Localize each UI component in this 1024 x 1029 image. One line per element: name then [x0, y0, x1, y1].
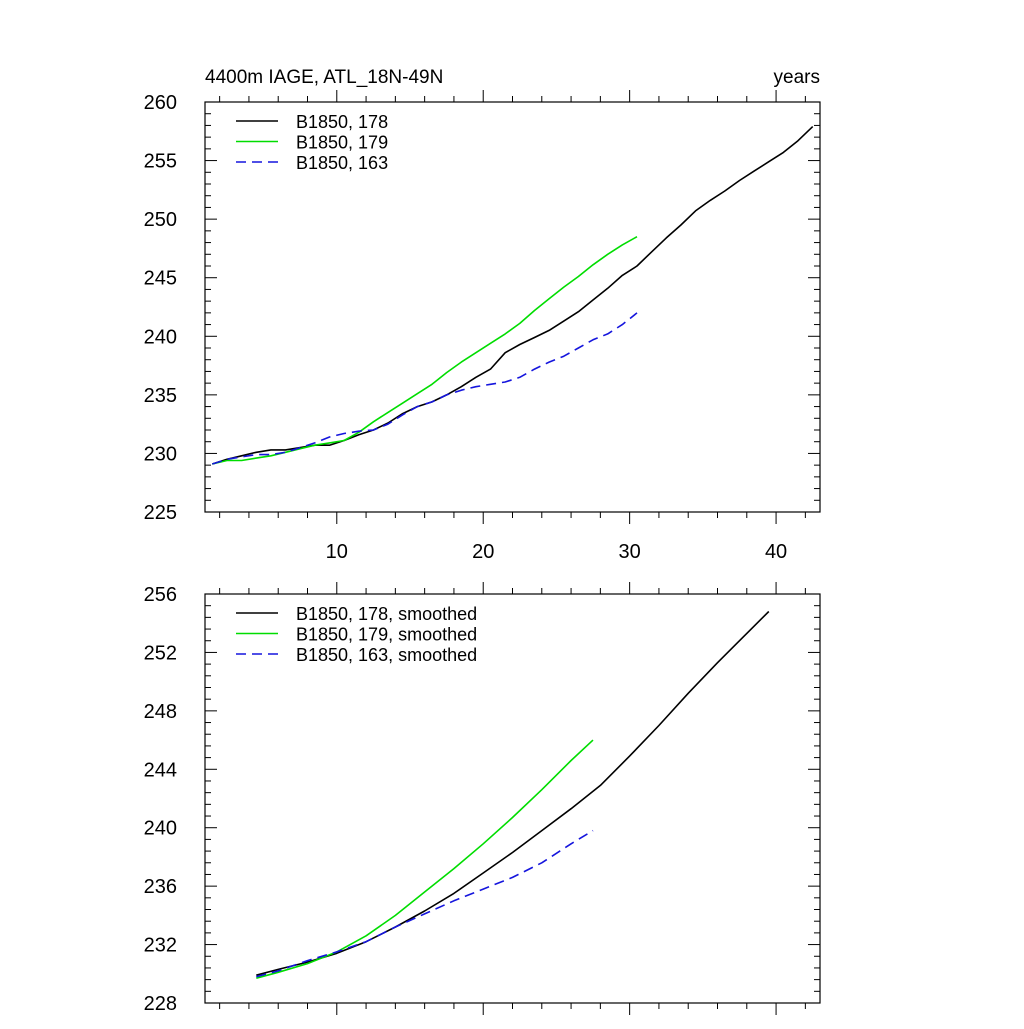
legend-label-3: B1850, 163	[296, 153, 388, 173]
legend-label-1: B1850, 178, smoothed	[296, 604, 477, 624]
y-tick-label: 236	[144, 876, 177, 898]
y-tick-label: 225	[144, 502, 177, 524]
y-tick-label: 232	[144, 935, 177, 957]
y-tick-label: 240	[144, 818, 177, 840]
y-tick-label: 230	[144, 443, 177, 465]
series-line-1	[256, 610, 770, 976]
y-tick-label: 244	[144, 759, 177, 781]
x-tick-label: 40	[765, 541, 787, 563]
legend-label-3: B1850, 163, smoothed	[296, 645, 477, 665]
series-line-2	[212, 236, 638, 465]
y-tick-label: 256	[144, 584, 177, 606]
y-tick-label: 250	[144, 209, 177, 231]
chart-title: 4400m IAGE, ATL_18N-49N	[205, 67, 443, 88]
top-chart-panel: 225 230 235 240 245 250 255 260 10 20 30 40 4400m IA…	[144, 67, 821, 563]
y-tick-label: 240	[144, 326, 177, 348]
series-line-3	[212, 312, 638, 465]
y-tick-label: 228	[144, 993, 177, 1015]
x-tick-label: 10	[326, 541, 348, 563]
series-line-2	[256, 739, 594, 979]
y-tick-label: 248	[144, 701, 177, 723]
y-tick-label: 255	[144, 151, 177, 173]
legend-label-2: B1850, 179	[296, 133, 388, 153]
legend-label-1: B1850, 178	[296, 112, 388, 132]
x-tick-label: 30	[619, 541, 641, 563]
y-tick-label: 252	[144, 642, 177, 664]
series-line-3	[256, 829, 594, 978]
series-line-1	[212, 126, 814, 465]
y-tick-label: 245	[144, 268, 177, 290]
y-tick-label: 235	[144, 385, 177, 407]
chart-right-title: years	[774, 67, 820, 88]
x-tick-label: 20	[472, 541, 494, 563]
legend-label-2: B1850, 179, smoothed	[296, 625, 477, 645]
bottom-chart-panel: 228 232 236 240 244 248 252 256 B1850, 178, smoo…	[144, 582, 821, 1015]
y-tick-label: 260	[144, 92, 177, 114]
